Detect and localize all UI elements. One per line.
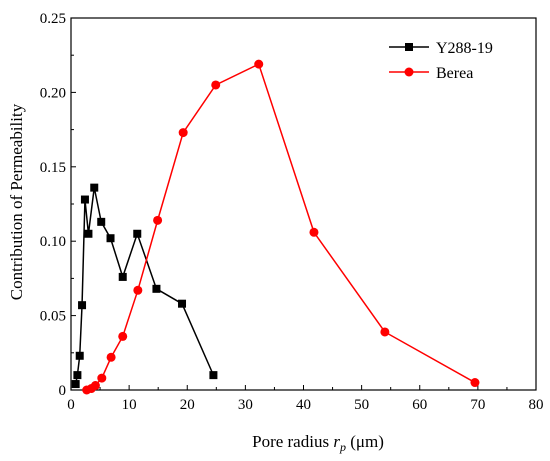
legend-label: Y288-19 <box>436 40 493 57</box>
x-axis-title: Pore radius rp (μm) <box>252 432 384 454</box>
x-tick-label: 60 <box>412 397 427 413</box>
data-point <box>84 229 93 238</box>
data-point <box>470 378 480 388</box>
data-point <box>178 299 187 308</box>
data-point <box>211 80 221 90</box>
y-tick-label: 0.15 <box>40 160 66 176</box>
x-tick-label: 40 <box>296 397 311 413</box>
y-tick-label: 0.25 <box>40 11 66 27</box>
data-point <box>118 331 128 341</box>
data-point <box>71 380 80 389</box>
legend-label: Berea <box>436 65 473 82</box>
legend-marker <box>404 67 414 77</box>
series-line <box>86 63 476 391</box>
legend-item: Y288-19 <box>389 40 493 57</box>
data-point <box>118 272 127 281</box>
data-point <box>97 373 107 383</box>
x-tick-label: 70 <box>470 397 485 413</box>
x-tick-label: 50 <box>354 397 369 413</box>
x-axis: 0 10 20 30 40 50 60 70 80 <box>67 385 544 413</box>
series-line <box>74 187 215 385</box>
x-tick-label: 80 <box>529 397 544 413</box>
legend-marker <box>405 43 413 51</box>
data-point <box>80 195 89 204</box>
x-tick-label: 20 <box>180 397 195 413</box>
series-layer <box>71 59 480 395</box>
data-point <box>90 183 99 192</box>
y-tick-label: 0 <box>59 383 67 399</box>
y-tick-label: 0.10 <box>40 234 66 250</box>
x-tick-label: 10 <box>122 397 137 413</box>
y-tick-label: 0.20 <box>40 85 66 101</box>
data-point <box>254 59 264 69</box>
data-point <box>106 352 116 362</box>
data-point <box>97 217 106 226</box>
data-point <box>209 371 218 380</box>
y-tick-label: 0.05 <box>40 309 66 325</box>
x-tick-label: 30 <box>238 397 253 413</box>
legend: Y288-19 Berea <box>389 40 493 82</box>
data-point <box>153 215 163 225</box>
data-point <box>380 327 390 337</box>
legend-item: Berea <box>389 65 473 82</box>
data-point <box>90 381 100 391</box>
data-point <box>152 284 161 293</box>
y-axis: 0 0.05 0.10 0.15 0.20 0.25 <box>40 11 76 399</box>
data-point <box>133 229 142 238</box>
data-point <box>73 371 82 380</box>
data-point <box>309 227 319 237</box>
data-point <box>78 301 87 310</box>
series-y288-19 <box>71 183 218 389</box>
data-point <box>106 234 115 243</box>
series-berea <box>82 59 480 395</box>
data-point <box>178 128 188 138</box>
y-axis-title: Contribution of Permeability <box>7 103 26 300</box>
data-point <box>133 285 143 295</box>
data-point <box>75 351 84 360</box>
x-tick-label: 0 <box>67 397 75 413</box>
